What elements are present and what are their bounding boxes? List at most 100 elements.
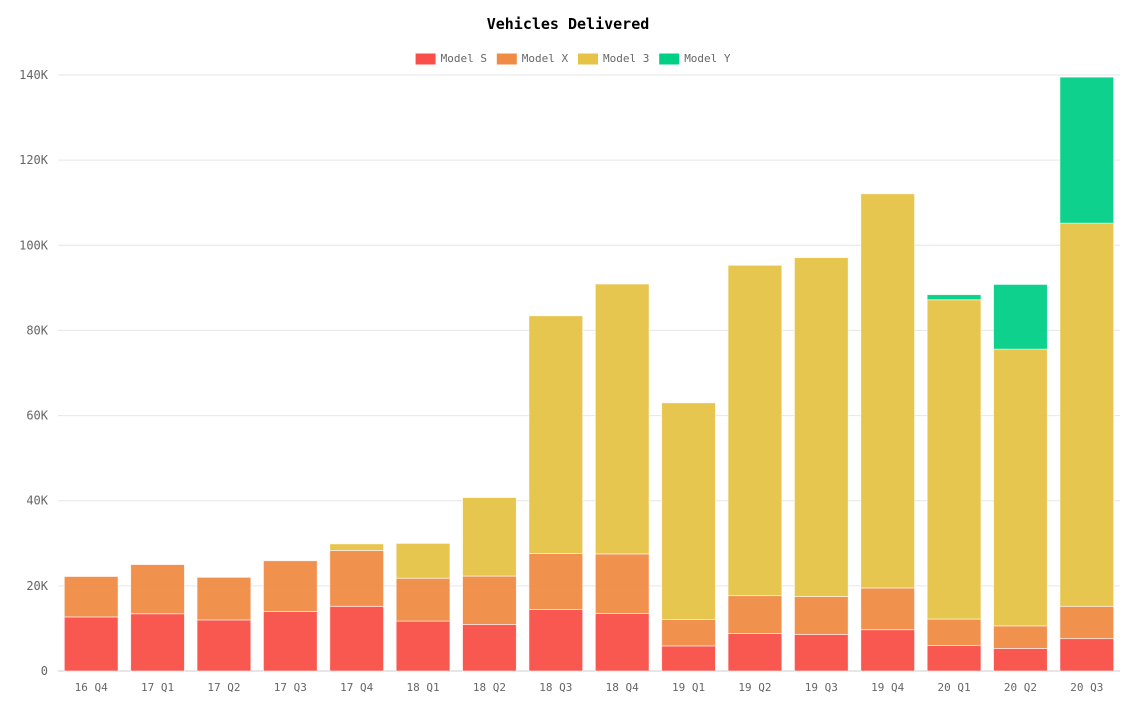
x-tick-label: 18 Q2 xyxy=(473,681,506,694)
bar-segment-model-s xyxy=(727,633,783,672)
legend-label: Model Y xyxy=(684,52,731,65)
bar-segment-model-s xyxy=(196,619,252,672)
bar-segment-model-x xyxy=(1059,605,1115,640)
x-tick-label: 19 Q4 xyxy=(871,681,904,694)
bar-stack xyxy=(1059,76,1115,672)
bar-stack xyxy=(196,576,252,672)
bar-stack xyxy=(263,560,318,672)
bar-segment-model-3 xyxy=(794,257,849,597)
bar-segment-model-x xyxy=(926,618,982,646)
bar-segment-model-s xyxy=(130,613,185,672)
y-tick-label: 80K xyxy=(26,323,48,337)
bar-segment-model-s xyxy=(329,605,384,672)
legend-item[interactable]: Model 3 xyxy=(578,52,649,65)
bar-segment-model-s xyxy=(1059,638,1115,672)
x-tick-label: 18 Q1 xyxy=(407,681,440,694)
bars xyxy=(63,76,1115,672)
chart-title: Vehicles Delivered xyxy=(487,15,650,33)
legend-label: Model X xyxy=(522,52,569,65)
bar-segment-model-3 xyxy=(727,264,783,597)
bar-stack xyxy=(727,264,783,672)
x-tick-label: 17 Q1 xyxy=(141,681,174,694)
bar-stack xyxy=(462,497,517,672)
bar-segment-model-s xyxy=(926,645,982,672)
x-tick-label: 19 Q2 xyxy=(738,681,771,694)
bar-segment-model-x xyxy=(528,553,584,610)
bar-segment-model-x xyxy=(594,553,650,614)
bar-segment-model-3 xyxy=(462,497,517,577)
bar-stack xyxy=(794,257,849,672)
legend-swatch xyxy=(659,53,680,65)
bar-segment-model-3 xyxy=(329,543,384,551)
bar-stack xyxy=(926,294,982,672)
bar-segment-model-x xyxy=(993,625,1048,649)
bar-segment-model-3 xyxy=(1059,222,1115,607)
legend-swatch xyxy=(415,53,436,65)
bar-segment-model-3 xyxy=(661,402,716,620)
bar-segment-model-3 xyxy=(594,283,650,555)
bar-stack xyxy=(993,284,1048,672)
x-tick-label: 17 Q4 xyxy=(340,681,373,694)
legend-label: Model S xyxy=(441,52,487,65)
x-tick-label: 19 Q3 xyxy=(805,681,838,694)
x-axis-ticks: 16 Q4 17 Q1 17 Q2 17 Q3 17 Q4 18 Q1 18 Q2 18 Q3… xyxy=(75,681,1104,694)
bar-segment-model-y xyxy=(993,284,1048,350)
y-tick-label: 140K xyxy=(19,68,49,82)
bar-segment-model-y xyxy=(926,294,982,301)
bar-segment-model-x xyxy=(794,596,849,635)
bar-segment-model-s xyxy=(263,611,318,672)
legend-swatch xyxy=(496,53,517,65)
bar-segment-model-s xyxy=(993,648,1048,672)
bar-segment-model-x xyxy=(329,550,384,607)
legend-label: Model 3 xyxy=(603,52,649,65)
y-tick-label: 40K xyxy=(26,494,48,508)
legend-item[interactable]: Model S xyxy=(415,52,487,65)
bar-segment-model-3 xyxy=(926,299,982,620)
bar-segment-model-y xyxy=(1059,76,1115,224)
bar-segment-model-x xyxy=(860,587,915,631)
y-tick-label: 100K xyxy=(19,238,49,252)
x-tick-label: 18 Q3 xyxy=(539,681,572,694)
legend-item[interactable]: Model Y xyxy=(659,52,731,65)
legend-swatch xyxy=(578,53,598,65)
bar-segment-model-s xyxy=(462,624,517,672)
y-axis-ticks: 0 20K 40K 60K 80K 100K 120K 140K xyxy=(19,68,49,678)
bar-segment-model-s xyxy=(395,620,451,672)
bar-segment-model-x xyxy=(727,595,783,634)
bar-segment-model-x xyxy=(196,576,252,621)
bar-segment-model-x xyxy=(63,576,119,618)
bar-segment-model-x xyxy=(130,564,185,615)
y-tick-label: 60K xyxy=(26,409,48,423)
bar-segment-model-s xyxy=(528,608,584,672)
bar-segment-model-s xyxy=(63,616,119,672)
x-tick-label: 16 Q4 xyxy=(75,681,108,694)
y-tick-label: 20K xyxy=(26,579,48,593)
bar-stack xyxy=(329,543,384,672)
bar-segment-model-3 xyxy=(528,315,584,554)
x-tick-label: 18 Q4 xyxy=(606,681,639,694)
bar-segment-model-s xyxy=(860,629,915,672)
bar-stack xyxy=(594,283,650,672)
bar-stack xyxy=(395,542,451,672)
bar-stack xyxy=(661,402,716,672)
bar-stack xyxy=(63,576,119,672)
bar-segment-model-s xyxy=(594,613,650,672)
x-tick-label: 20 Q3 xyxy=(1070,681,1103,694)
bar-stack xyxy=(860,193,915,672)
bar-segment-model-3 xyxy=(395,542,451,579)
bar-stack xyxy=(130,564,185,672)
bar-segment-model-3 xyxy=(993,348,1048,627)
bar-segment-model-x xyxy=(263,560,318,612)
bar-segment-model-x xyxy=(462,575,517,625)
y-tick-label: 120K xyxy=(19,153,49,167)
x-tick-label: 20 Q2 xyxy=(1004,681,1037,694)
legend-item[interactable]: Model X xyxy=(496,52,569,65)
x-tick-label: 19 Q1 xyxy=(672,681,705,694)
bar-segment-model-s xyxy=(661,645,716,672)
y-tick-label: 0 xyxy=(41,664,48,678)
x-tick-label: 17 Q2 xyxy=(207,681,240,694)
x-tick-label: 20 Q1 xyxy=(938,681,971,694)
bar-segment-model-x xyxy=(395,577,451,622)
